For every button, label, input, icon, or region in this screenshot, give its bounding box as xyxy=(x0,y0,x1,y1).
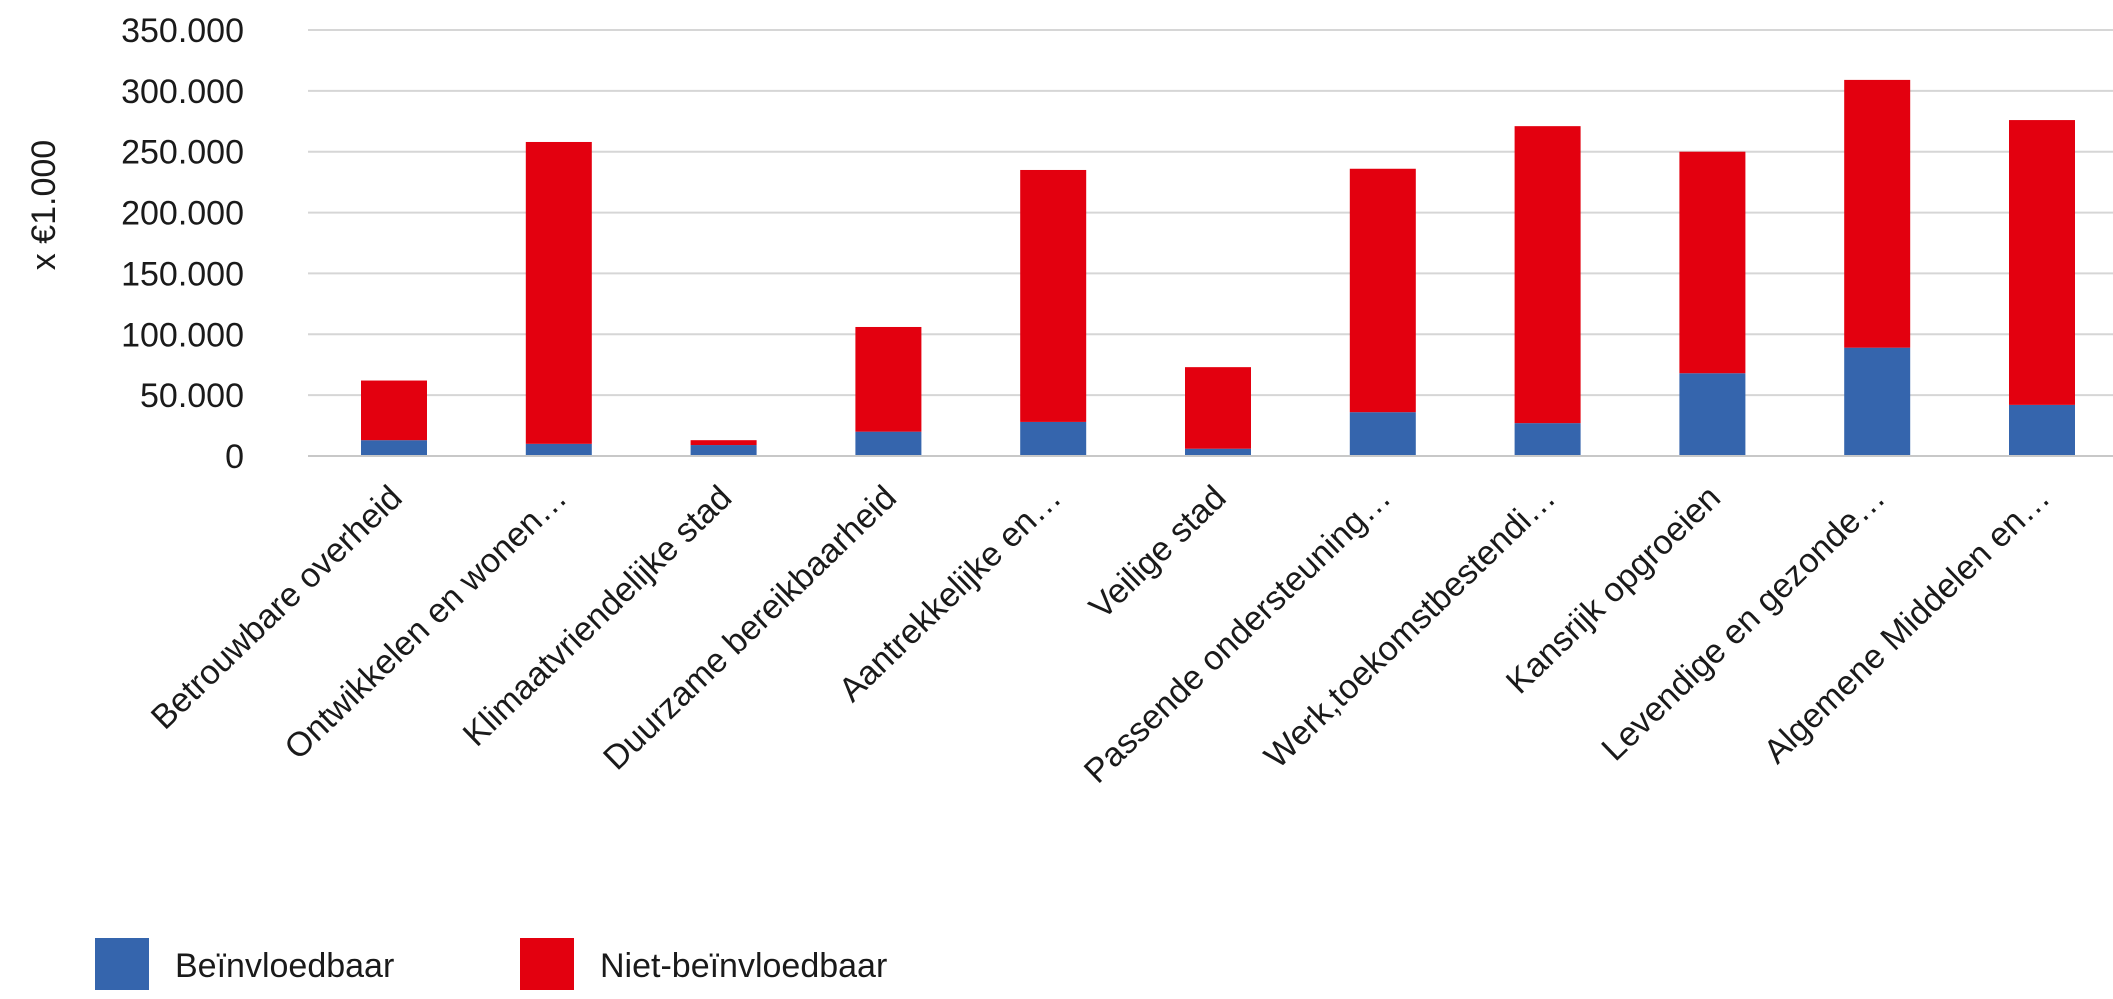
bar-segment-niet-beinvloedbaar xyxy=(1514,126,1581,424)
y-tick-label: 150.000 xyxy=(121,255,244,293)
y-tick-label: 50.000 xyxy=(140,377,244,415)
legend: Beïnvloedbaar Niet-beïnvloedbaar xyxy=(95,938,887,990)
bar-segment-beinvloedbaar xyxy=(1349,412,1416,456)
y-tick-label: 250.000 xyxy=(121,134,244,172)
gridlines xyxy=(308,29,2113,397)
y-tick-label: 0 xyxy=(225,438,244,476)
x-category-label: Levendige en gezonde… xyxy=(1594,478,1892,768)
y-axis-title: x €1.000 xyxy=(25,140,63,270)
x-category-label: Ontwikkelen en wonen… xyxy=(277,478,574,767)
bar-segment-beinvloedbaar xyxy=(525,443,592,456)
bar-segment-beinvloedbaar xyxy=(1844,347,1911,456)
bar-segment-niet-beinvloedbaar xyxy=(1349,168,1416,413)
bar-segment-beinvloedbaar xyxy=(1679,373,1746,456)
legend-swatch xyxy=(95,938,149,990)
bar-segment-beinvloedbaar xyxy=(1514,423,1581,456)
bar-segment-niet-beinvloedbaar xyxy=(2009,120,2075,405)
y-tick-label: 100.000 xyxy=(121,316,244,354)
bar-segment-niet-beinvloedbaar xyxy=(855,326,922,432)
bar-segment-beinvloedbaar xyxy=(1185,448,1251,456)
bar-segment-beinvloedbaar xyxy=(361,440,427,456)
bar-segment-beinvloedbaar xyxy=(855,431,922,456)
x-category-label: Klimaatvriendelijke stad xyxy=(456,478,739,753)
x-category-label: Passende ondersteuning… xyxy=(1077,478,1398,790)
y-tick-label: 200.000 xyxy=(121,195,244,233)
bar-segment-niet-beinvloedbaar xyxy=(1185,367,1251,449)
bar-segment-beinvloedbaar xyxy=(690,445,757,456)
y-tick-label: 300.000 xyxy=(121,73,244,111)
bars xyxy=(361,79,2075,456)
y-tick-label: 350.000 xyxy=(121,12,244,50)
x-category-label: Duurzame bereikbaarheid xyxy=(596,478,904,777)
bar-segment-niet-beinvloedbaar xyxy=(361,380,427,441)
bar-segment-beinvloedbaar xyxy=(1020,421,1087,456)
y-axis-tick-labels: 0 50.000 100.000 150.000 200.000 250.000 300.0… xyxy=(121,12,244,476)
bar-segment-niet-beinvloedbaar xyxy=(1844,79,1911,348)
bar-segment-niet-beinvloedbaar xyxy=(690,440,757,446)
x-category-label: Algemene Middelen en… xyxy=(1757,478,2058,771)
legend-swatch xyxy=(520,938,574,990)
bar-segment-niet-beinvloedbaar xyxy=(1020,169,1087,422)
legend-label: Niet-beïnvloedbaar xyxy=(600,947,887,985)
x-category-label: Veilige stad xyxy=(1082,478,1233,626)
legend-label: Beïnvloedbaar xyxy=(175,947,394,985)
x-category-label: Werk,toekomstbestendi… xyxy=(1257,478,1563,775)
bar-segment-niet-beinvloedbaar xyxy=(1679,151,1746,374)
bar-segment-beinvloedbaar xyxy=(2009,404,2075,456)
bar-segment-niet-beinvloedbaar xyxy=(525,141,592,444)
